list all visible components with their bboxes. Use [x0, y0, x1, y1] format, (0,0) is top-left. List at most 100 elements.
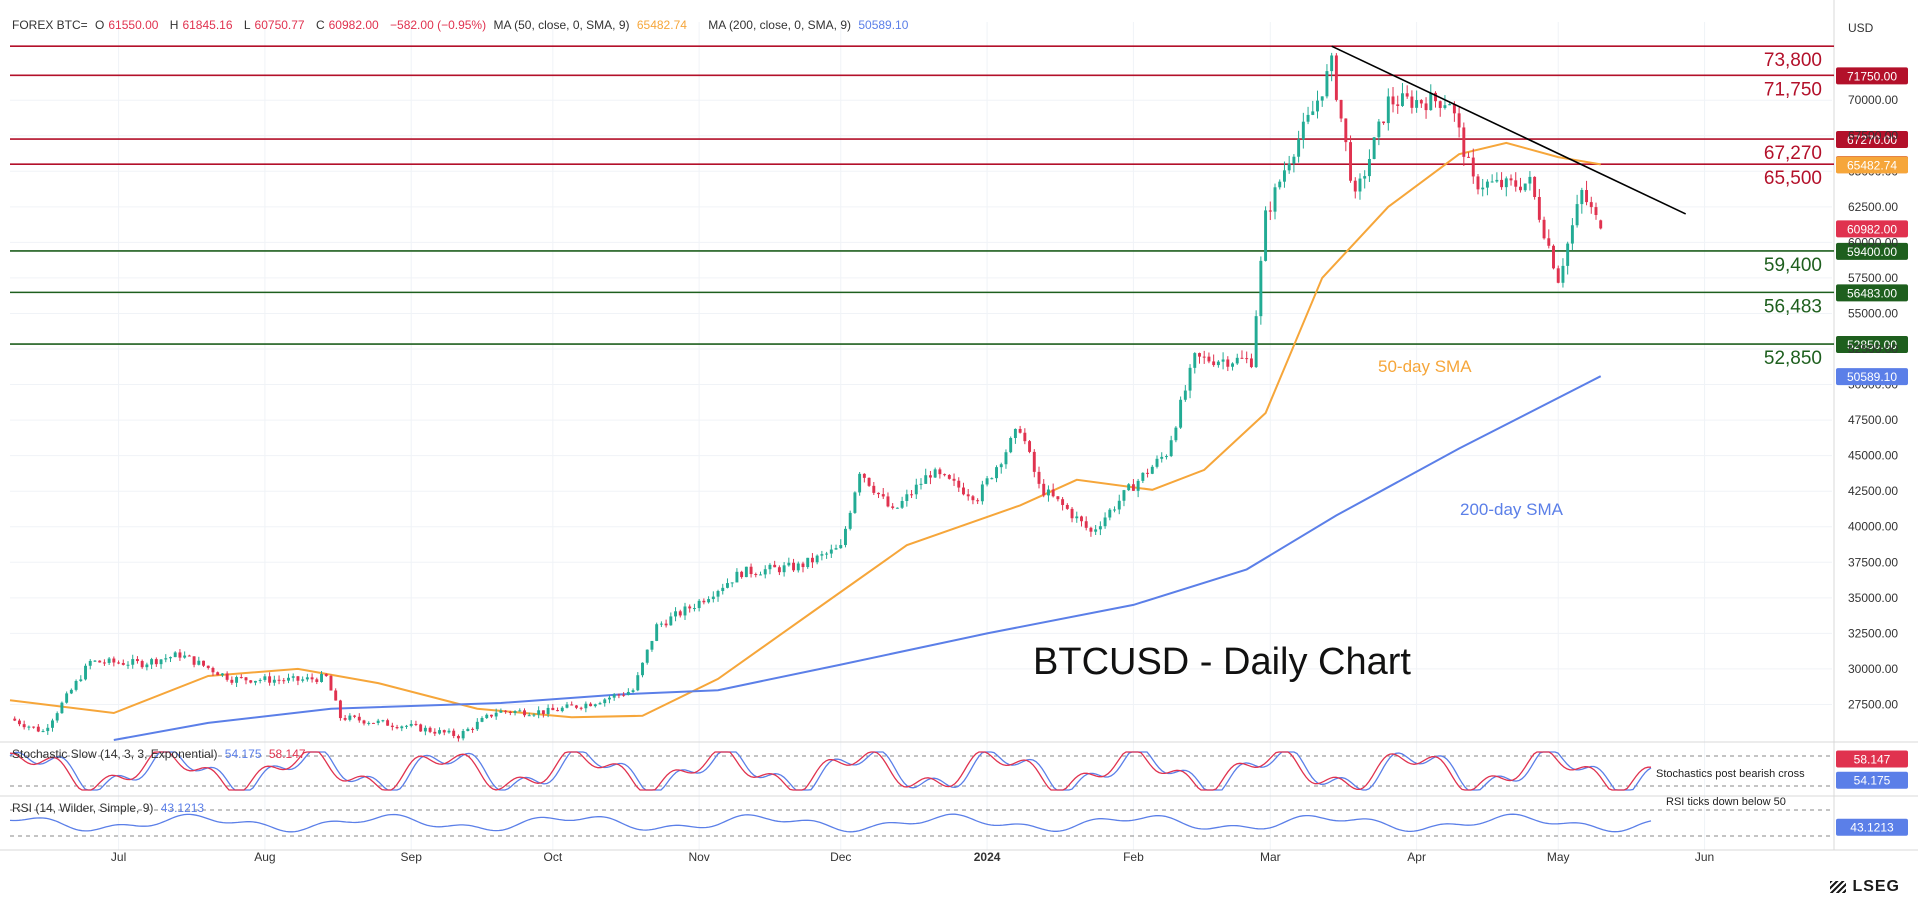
candle-body [1443, 105, 1447, 108]
grid-layer [0, 0, 1918, 851]
level-label: 59,400 [1764, 255, 1822, 276]
candle-body [41, 731, 45, 733]
candle-body [952, 478, 956, 481]
y-tick-label: 30000.00 [1848, 662, 1898, 676]
candle-body [1410, 96, 1414, 108]
candle-body [461, 731, 465, 739]
candle-body [1330, 55, 1334, 72]
candle-body [523, 710, 526, 716]
level-label: 71,750 [1764, 79, 1822, 100]
candle-body [1278, 181, 1282, 188]
stoch-k-tag-label: 54.175 [1854, 774, 1891, 788]
y-tick-label: 57500.00 [1848, 271, 1898, 285]
candle-body [22, 724, 26, 728]
candle-body [1160, 456, 1164, 459]
candle-body [126, 664, 130, 666]
y-tick-label: 67500.00 [1848, 129, 1898, 143]
candle-body [1193, 353, 1197, 368]
candle-body [390, 725, 394, 728]
axis-tag [1836, 284, 1908, 302]
x-tick-label: May [1547, 850, 1570, 864]
candle-body [1424, 103, 1428, 111]
candle-body [749, 566, 753, 575]
y-tick-label: 32500.00 [1848, 626, 1898, 640]
rsi-legend: RSI (14, Wilder, Simple, 9) 43.1213 [12, 801, 208, 815]
candle-body [1301, 121, 1305, 140]
candle-body [815, 555, 819, 563]
candle-body [1575, 204, 1579, 226]
candle-body [792, 562, 796, 571]
candle-body [494, 712, 498, 717]
candle-body [1556, 268, 1560, 283]
candle-body [338, 700, 342, 719]
candle-body [409, 723, 413, 726]
ohlc-open: O 61550.00 [95, 18, 159, 32]
candle-body [943, 474, 947, 476]
candle-body [235, 677, 239, 683]
indicator-panes [9, 751, 1834, 837]
candle-body [584, 703, 588, 709]
candle-body [291, 676, 295, 678]
rsi-legend-value: 43.1213 [160, 801, 205, 815]
candle-body [1146, 472, 1150, 474]
candle-body [702, 600, 706, 603]
candle-body [107, 658, 111, 663]
candle-body [27, 726, 31, 728]
candle-body [910, 494, 914, 496]
axis-tag-label: 56483.00 [1847, 286, 1897, 300]
sma50-annotation: 50-day SMA [1378, 357, 1472, 376]
candle-body [305, 677, 309, 680]
candle-body [1500, 179, 1504, 188]
annotations: 73,800 71,750 67,270 65,500 59,400 56,483 52,8… [1033, 50, 1822, 808]
axes: 71750.0067270.0065500.0059400.0056483.00… [111, 21, 1908, 864]
candle-body [1013, 428, 1017, 439]
candle-body [1004, 452, 1008, 465]
candle-body [159, 659, 163, 665]
candle-body [1122, 490, 1126, 501]
candle-body [428, 727, 432, 732]
candle-body [1108, 509, 1112, 518]
candle-body [810, 557, 814, 563]
lseg-mark-icon [1830, 880, 1847, 893]
candle-body [1386, 96, 1390, 124]
candle-body [36, 726, 40, 732]
brand-label: LSEG [1852, 878, 1900, 895]
candle-body [768, 564, 772, 570]
candle-body [924, 475, 928, 484]
candle-body [641, 662, 644, 676]
candle-body [192, 656, 196, 665]
candle-body [1339, 99, 1343, 119]
candle-body [1231, 363, 1234, 367]
candle-body [277, 679, 281, 681]
candle-body [1155, 458, 1159, 467]
candle-body [504, 710, 508, 712]
candle-body [362, 720, 366, 724]
candle-body [598, 703, 602, 705]
candle-body [466, 728, 470, 732]
currency-label: USD [1848, 21, 1874, 35]
candle-body [560, 707, 564, 712]
candle-body [145, 664, 149, 668]
candle-body [1419, 100, 1423, 104]
candle-body [471, 728, 475, 730]
price-tag [1836, 156, 1908, 174]
candle-body [1103, 517, 1107, 527]
candle-body [1113, 509, 1116, 511]
candle-body [230, 679, 234, 683]
candle-body [1391, 96, 1395, 105]
candle-body [1462, 127, 1466, 157]
candle-body [631, 690, 635, 692]
candle-body [183, 655, 187, 658]
candle-body [263, 676, 267, 680]
candle-body [796, 563, 800, 571]
candle-body [636, 675, 640, 691]
candle-body [1098, 526, 1102, 530]
candle-body [1396, 104, 1400, 106]
candle-body [905, 494, 909, 502]
y-tick-label: 60000.00 [1848, 235, 1898, 249]
candle-body [527, 715, 531, 717]
x-tick-label: Mar [1260, 850, 1281, 864]
candle-body [348, 715, 352, 720]
candle-body [55, 713, 59, 721]
level-label: 56,483 [1764, 296, 1822, 317]
